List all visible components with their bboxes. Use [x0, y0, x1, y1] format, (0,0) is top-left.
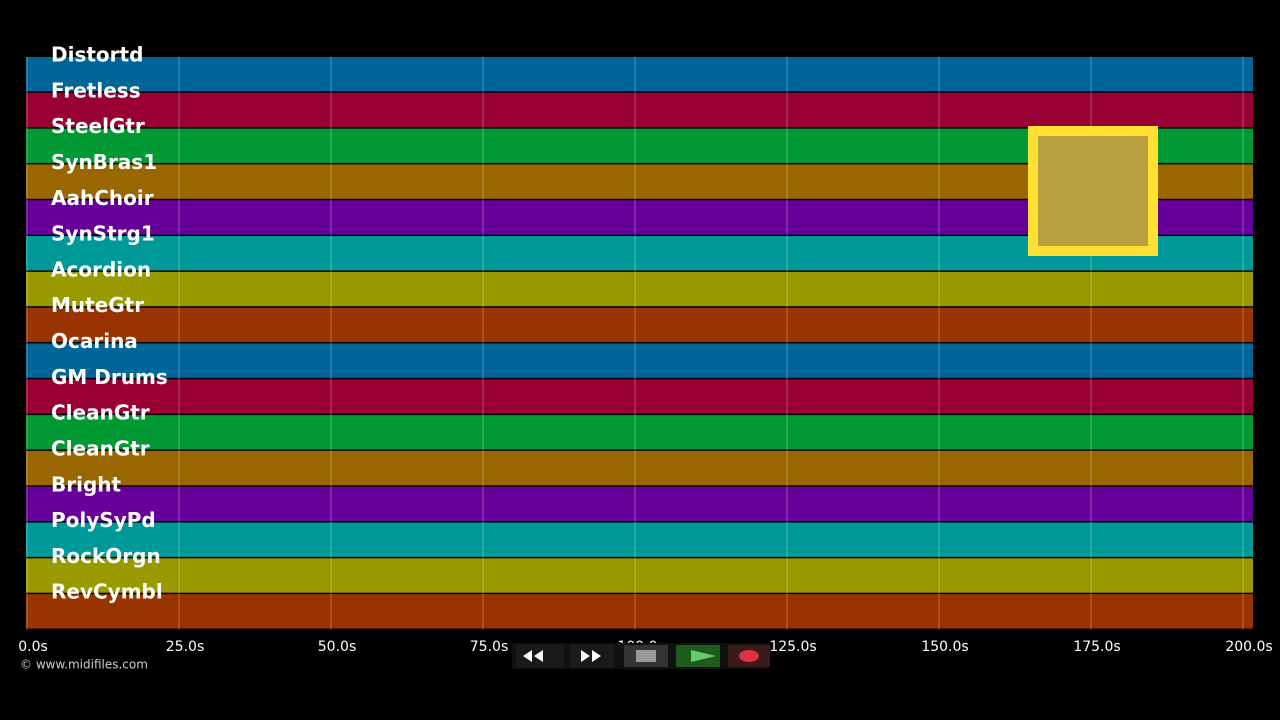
play-icon [691, 650, 716, 662]
track-name: GM Drums [51, 365, 168, 389]
track-name: RevCymbl [51, 580, 163, 604]
rewind-icon [523, 650, 543, 662]
qr-pattern [1038, 136, 1148, 246]
copyright: © www.midifiles.com [20, 658, 148, 672]
track-name: Distortd [51, 43, 143, 67]
track-lane [26, 92, 1253, 128]
track-lane [26, 343, 1253, 378]
time-tick-label: 50.0s [318, 639, 356, 655]
time-tick-label: 125.0s [769, 639, 816, 655]
track-lane [26, 379, 1253, 414]
track-name: Fretless [51, 78, 141, 102]
record-icon [739, 650, 759, 662]
track-lane [26, 558, 1253, 593]
time-tick-label: 200.0s [1225, 639, 1272, 655]
track-lane [26, 307, 1253, 342]
track-name: Acordion [51, 257, 151, 281]
time-tick-label: 0.0s [18, 639, 48, 655]
track-lane [26, 57, 1253, 92]
track-lane [26, 522, 1253, 557]
track-name: CleanGtr [51, 436, 150, 460]
forward-icon [581, 650, 601, 662]
track-lane [26, 486, 1253, 522]
qr-code [1028, 126, 1158, 256]
stop-icon [636, 650, 656, 662]
track-name: MuteGtr [51, 293, 144, 317]
track-name: SteelGtr [51, 114, 145, 138]
track-name: SynBras1 [51, 150, 157, 174]
track-name: PolySyPd [51, 508, 156, 532]
track-name: CleanGtr [51, 401, 150, 425]
track-name: RockOrgn [51, 544, 161, 568]
controls [512, 643, 770, 669]
track-name: Bright [51, 472, 122, 496]
time-tick-label: 25.0s [166, 639, 204, 655]
time-tick-label: 150.0s [921, 639, 968, 655]
track-lane [26, 594, 1253, 629]
track-lane [26, 271, 1253, 307]
track-name: AahChoir [51, 186, 154, 210]
track-lane [26, 415, 1253, 450]
track-name: Ocarina [51, 329, 138, 353]
track-lane [26, 450, 1253, 486]
time-tick-label: 175.0s [1073, 639, 1120, 655]
time-tick-label: 75.0s [470, 639, 508, 655]
track-name: SynStrg1 [51, 222, 155, 246]
